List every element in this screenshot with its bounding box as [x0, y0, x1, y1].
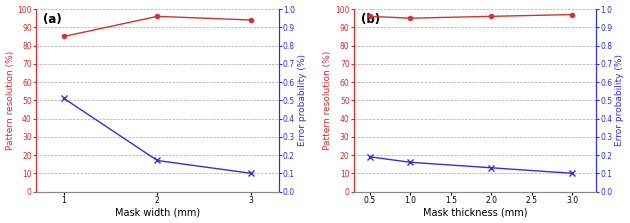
X-axis label: Mask thickness (mm): Mask thickness (mm) — [423, 207, 527, 217]
Y-axis label: Pattern resolution (%): Pattern resolution (%) — [6, 51, 14, 150]
Y-axis label: Error probability (%): Error probability (%) — [616, 54, 624, 146]
Y-axis label: Error probability (%): Error probability (%) — [297, 54, 307, 146]
X-axis label: Mask width (mm): Mask width (mm) — [115, 207, 200, 217]
Text: (a): (a) — [43, 13, 62, 26]
Text: (b): (b) — [361, 13, 380, 26]
Y-axis label: Pattern resolution (%): Pattern resolution (%) — [323, 51, 333, 150]
